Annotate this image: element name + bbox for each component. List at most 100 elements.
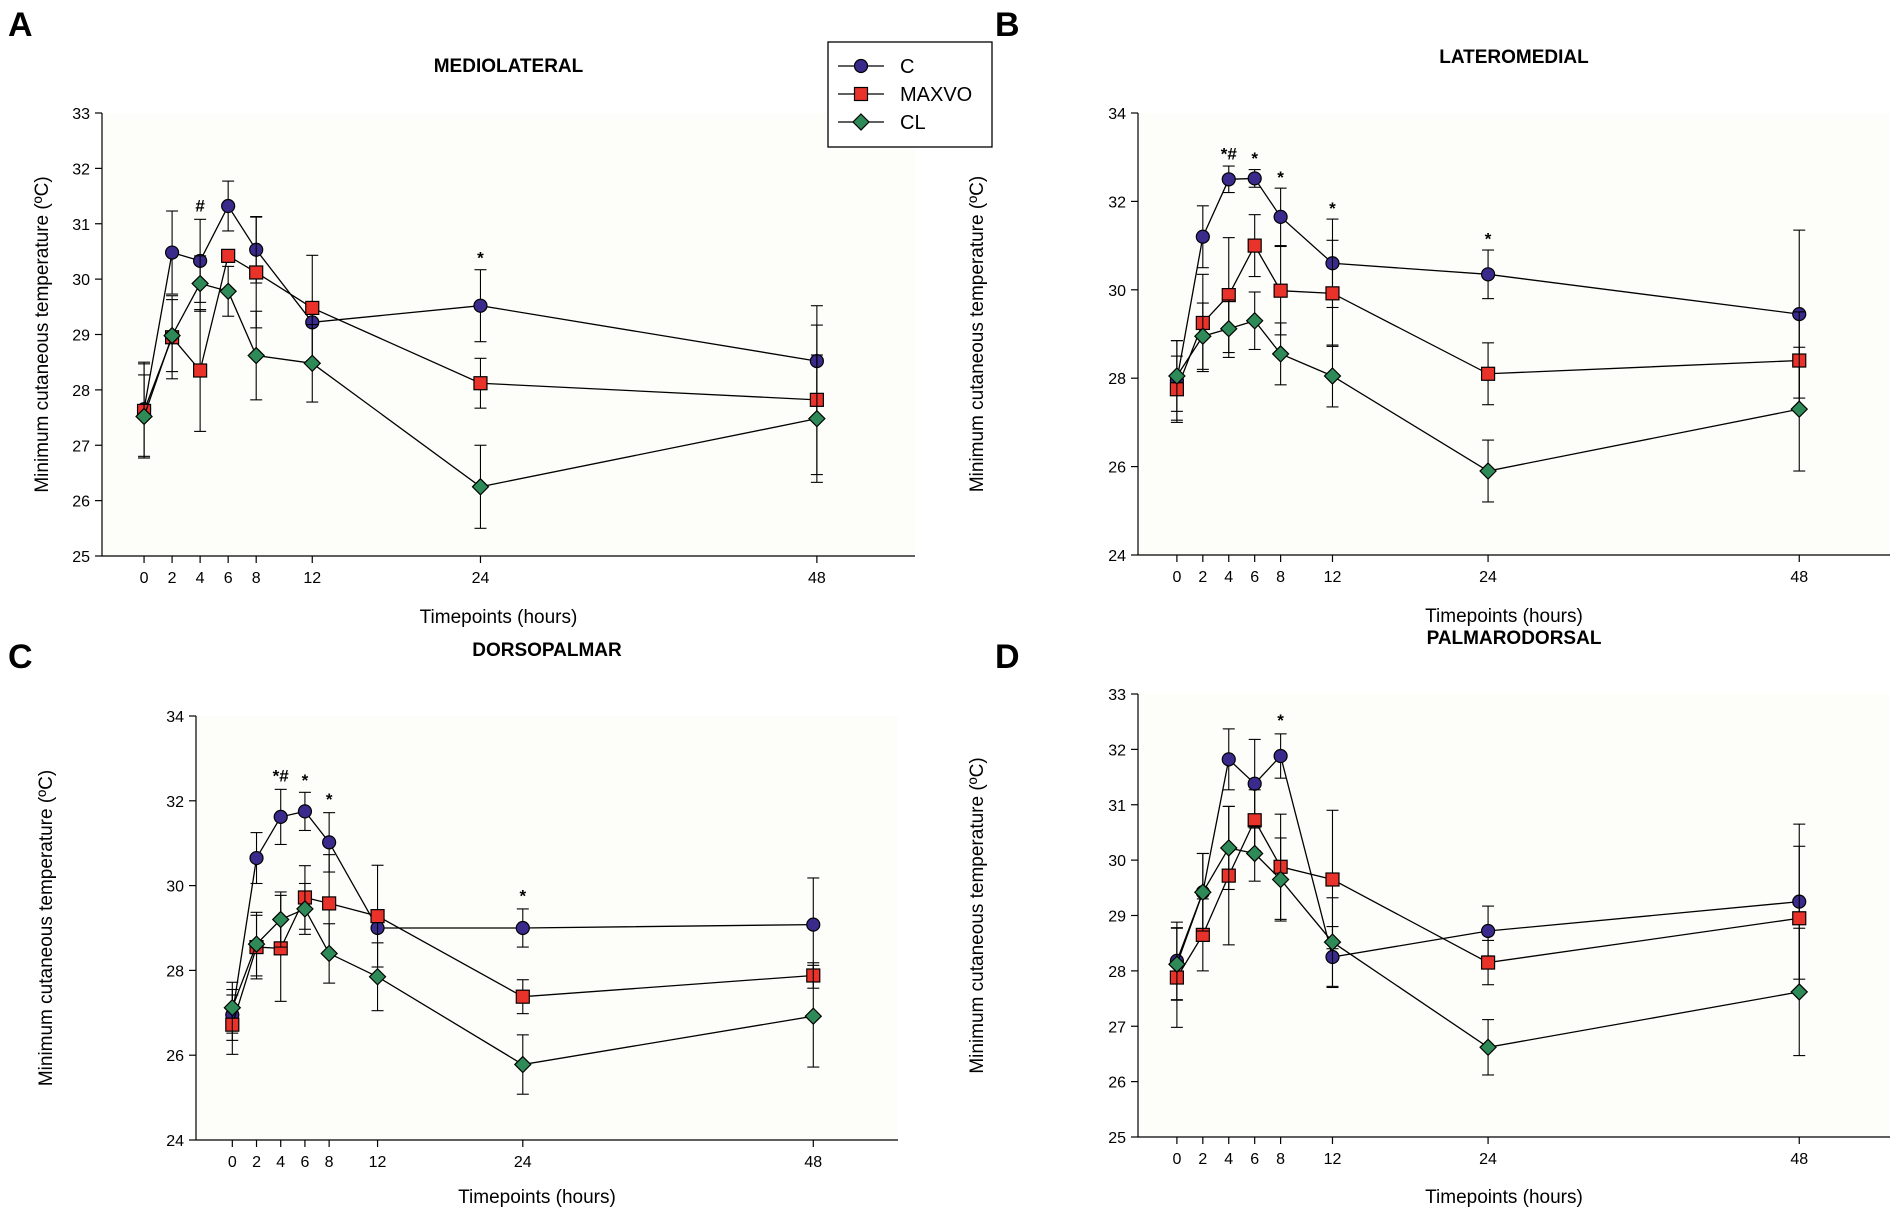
point-cl: [1790, 983, 1809, 1001]
y-tick-label: 25: [1108, 1130, 1126, 1147]
line-c: [231, 810, 814, 1016]
series-maxvo: [136, 216, 824, 476]
point-c: [1195, 229, 1210, 244]
x-axis-label: Timepoints (hours): [1425, 606, 1583, 627]
y-tick-label: 33: [1108, 687, 1126, 704]
x-tick-label: 2: [168, 570, 177, 587]
point-cl: [191, 274, 209, 293]
y-tick-label: 29: [72, 328, 90, 345]
point-cl: [296, 900, 314, 918]
x-tick-label: 4: [196, 570, 205, 587]
y-tick-label: 29: [1108, 909, 1126, 926]
point-maxvo: [322, 896, 337, 911]
point-cl: [271, 910, 290, 929]
x-tick-label: 24: [1479, 1151, 1497, 1168]
y-tick-label: 31: [1108, 798, 1126, 815]
point-maxvo: [1792, 911, 1807, 926]
point-cl: [1219, 319, 1238, 338]
point-c: [164, 245, 180, 260]
legend-marker-c: [853, 58, 869, 74]
plot-area: [102, 113, 915, 556]
y-tick-label: 26: [1108, 1075, 1126, 1092]
point-maxvo: [1480, 366, 1496, 381]
point-c: [322, 835, 337, 850]
point-cl: [808, 409, 826, 428]
significance-mark: *#: [1221, 144, 1238, 163]
significance-mark: *: [1329, 199, 1336, 218]
panel-letter: C: [8, 638, 33, 676]
point-c: [297, 804, 313, 819]
significance-mark: *: [1485, 230, 1492, 249]
point-c: [1273, 209, 1288, 224]
y-tick-label: 24: [1108, 548, 1126, 565]
line-cl: [1176, 847, 1800, 1048]
plot-area: [1138, 694, 1890, 1137]
y-tick-label: 30: [1108, 283, 1126, 300]
x-tick-label: 12: [369, 1154, 387, 1171]
y-tick-label: 25: [72, 549, 90, 566]
point-cl: [804, 1007, 823, 1026]
significance-mark: *: [1277, 711, 1284, 730]
x-tick-label: 48: [1790, 1151, 1808, 1168]
line-c: [1176, 754, 1800, 962]
point-cl: [1245, 844, 1264, 863]
significance-mark: *: [1277, 168, 1284, 187]
panel-letter: D: [995, 638, 1020, 676]
y-tick-label: 31: [72, 217, 90, 234]
point-maxvo: [1247, 238, 1262, 253]
point-cl: [1168, 955, 1186, 974]
y-tick-label: 30: [72, 272, 90, 289]
point-cl: [303, 354, 322, 373]
y-tick-label: 26: [72, 494, 90, 511]
panel-title: DORSOPALMAR: [472, 640, 622, 661]
point-cl: [219, 282, 238, 301]
line-cl: [143, 282, 818, 488]
x-tick-label: 6: [224, 570, 233, 587]
point-c: [1273, 748, 1288, 764]
legend-entry-c: C: [838, 56, 914, 78]
x-tick-label: 12: [303, 570, 321, 587]
point-cl: [320, 944, 338, 963]
y-axis-label: Minimum cutaneous temperature (ºC): [36, 770, 57, 1086]
x-tick-label: 6: [300, 1154, 309, 1171]
point-c: [1480, 923, 1496, 939]
x-tick-label: 8: [1276, 1151, 1285, 1168]
significance-mark: *: [326, 790, 333, 809]
plot-area: [1138, 113, 1890, 555]
point-cl: [247, 935, 266, 953]
significance-mark: *: [302, 771, 309, 790]
y-tick-label: 26: [1108, 460, 1126, 477]
x-tick-label: 2: [252, 1154, 261, 1171]
point-maxvo: [1273, 283, 1288, 298]
x-tick-label: 0: [140, 570, 149, 587]
series-cl: [223, 882, 823, 1095]
significance-mark: *: [477, 249, 484, 268]
point-c: [1247, 776, 1262, 791]
y-tick-label: 32: [72, 161, 90, 178]
point-c: [1247, 171, 1262, 186]
series-cl: [135, 255, 826, 529]
point-cl: [1219, 839, 1238, 857]
point-cl: [1479, 462, 1497, 480]
x-tick-label: 0: [1172, 569, 1181, 586]
panel-letter: B: [995, 6, 1020, 44]
panel-title: MEDIOLATERAL: [434, 56, 584, 77]
series-cl: [1168, 291, 1809, 503]
x-tick-label: 48: [808, 570, 826, 587]
y-tick-label: 27: [1108, 1019, 1126, 1036]
x-tick-label: 24: [514, 1154, 532, 1171]
x-tick-label: 48: [1790, 569, 1808, 586]
point-maxvo: [370, 909, 385, 924]
series-maxvo: [1169, 789, 1807, 1028]
legend: C MAXVO CL: [827, 41, 993, 148]
significance-mark: *#: [273, 767, 290, 786]
x-tick-label: 8: [1276, 569, 1285, 586]
x-axis-label: Timepoints (hours): [420, 607, 578, 628]
y-tick-label: 24: [166, 1133, 184, 1150]
x-axis-label: Timepoints (hours): [1425, 1187, 1583, 1208]
point-cl: [1271, 870, 1290, 889]
point-cl: [1193, 883, 1212, 902]
y-tick-label: 32: [1108, 742, 1126, 759]
point-maxvo: [1325, 286, 1340, 301]
